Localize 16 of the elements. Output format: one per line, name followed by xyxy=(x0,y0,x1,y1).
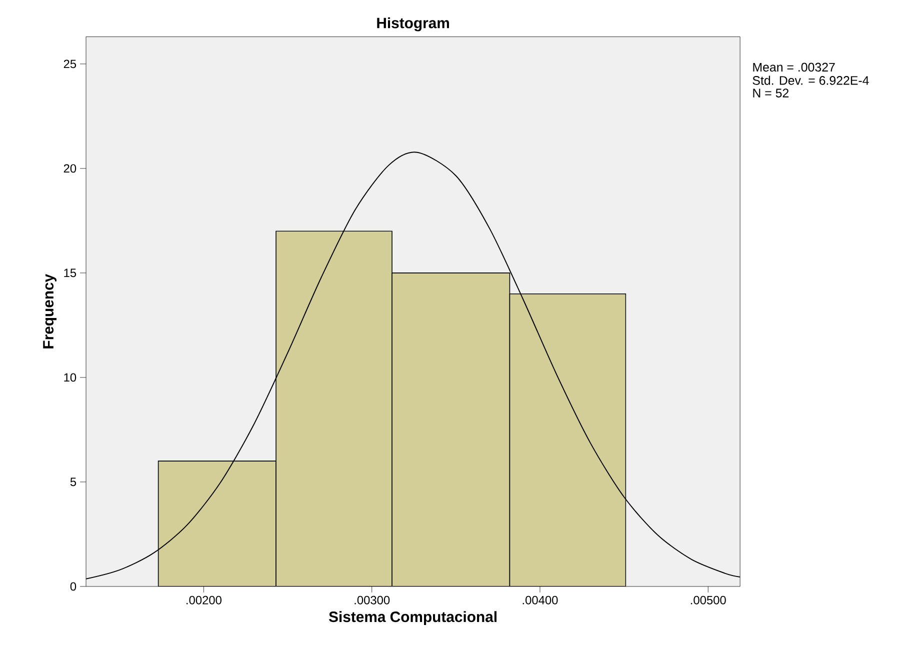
y-tick-label: 25 xyxy=(64,60,76,68)
text: Mean = .00327 xyxy=(753,62,835,72)
x-tick-label: .00500 xyxy=(690,596,726,604)
chart-title: Histogram xyxy=(377,17,449,32)
x-tick-label: .00200 xyxy=(186,596,222,604)
x-axis-title: Sistema Computacional xyxy=(328,611,496,626)
y-tick-label: 5 xyxy=(70,478,76,486)
y-tick-label: 20 xyxy=(64,164,76,173)
y-tick-label: 15 xyxy=(64,268,76,278)
y-tick-label: 0 xyxy=(70,582,76,591)
text: N = 52 xyxy=(753,88,789,98)
y-axis-title: Frequency xyxy=(43,274,56,348)
y-tick-label: 10 xyxy=(64,373,76,382)
text: Std. Dev. = 6.922E-4 xyxy=(752,76,869,85)
x-tick-label: .00400 xyxy=(522,596,558,604)
x-tick-label: .00300 xyxy=(354,596,390,604)
